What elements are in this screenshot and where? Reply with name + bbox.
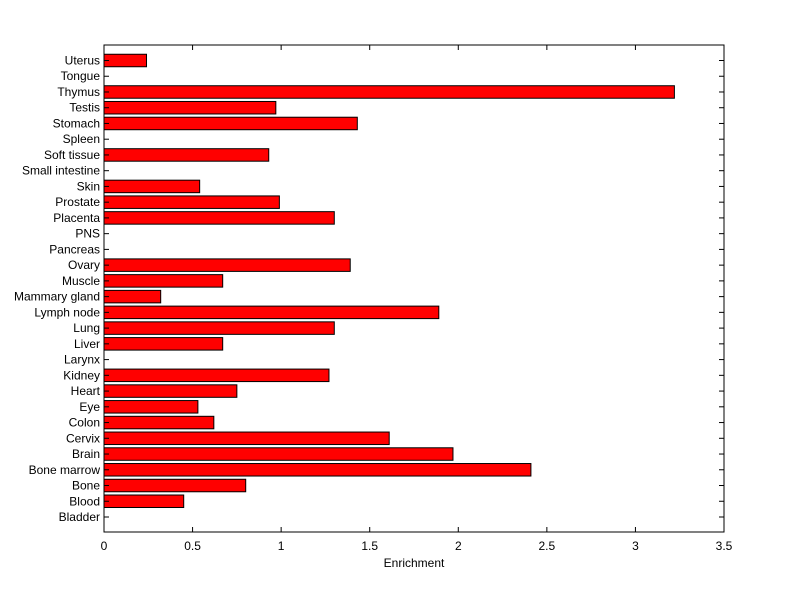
y-tick-label-uterus: Uterus [65,54,100,68]
bar-lymph-node [103,305,440,320]
y-tick-label-testis: Testis [69,101,100,115]
bar-bone [103,478,247,493]
bar-colon [103,415,215,430]
y-tick-label-skin: Skin [77,179,100,193]
x-tick-label: 1.5 [361,539,378,553]
bar-heart [103,384,238,398]
y-tick-label-bone-marrow: Bone marrow [29,463,101,477]
y-tick-label-muscle: Muscle [62,274,100,288]
y-tick-label-bone: Bone [72,479,100,493]
y-tick-label-placenta: Placenta [53,211,100,225]
x-tick-label: 0 [101,539,108,553]
y-tick-label-mammary-gland: Mammary gland [14,290,100,304]
x-tick-label: 2.5 [539,539,556,553]
bar-bone-marrow [103,463,532,477]
bar-eye [103,400,199,414]
bar-uterus [103,53,148,68]
y-tick-label-thymus: Thymus [57,85,100,99]
y-tick-label-blood: Blood [69,494,100,508]
y-tick-label-ovary: Ovary [68,258,100,272]
bar-testis [103,100,277,115]
y-tick-label-pns: PNS [75,227,100,241]
y-tick-label-colon: Colon [69,416,100,430]
y-tick-label-liver: Liver [74,337,100,351]
y-tick-label-eye: Eye [79,400,100,414]
bar-kidney [103,368,330,383]
y-tick-label-bladder: Bladder [59,510,100,524]
bar-mammary-gland [103,289,162,304]
y-tick-label-spleen: Spleen [63,132,100,146]
y-tick-label-lymph-node: Lymph node [34,305,100,319]
y-tick-label-brain: Brain [72,447,100,461]
bar-brain [103,447,454,461]
y-tick-label-kidney: Kidney [63,368,100,382]
bar-stomach [103,116,358,131]
x-tick-labels: 0 0.5 1 1.5 2 2.5 3 3.5 [101,539,733,553]
bar-soft-tissue [103,148,270,162]
bar-blood [103,494,185,509]
y-tick-label-small-intestine: Small intestine [22,164,100,178]
y-tick-label-prostate: Prostate [55,195,100,209]
bar-prostate [103,195,280,209]
y-tick-label-larynx: Larynx [64,353,100,367]
bar-cervix [103,431,390,446]
bar-lung [103,321,335,335]
x-tick-label: 0.5 [184,539,201,553]
bar-placenta [103,211,335,225]
axis-ticks [103,45,725,532]
x-tick-label: 3.5 [716,539,733,553]
y-tick-label-heart: Heart [71,384,101,398]
x-tick-label: 2 [455,539,462,553]
x-tick-label: 3 [632,539,639,553]
bar-ovary [103,258,351,272]
bar-liver [103,337,224,351]
bar-muscle [103,274,224,288]
y-tick-label-cervix: Cervix [66,431,100,445]
bar-skin [103,179,201,194]
y-tick-label-tongue: Tongue [61,69,101,83]
plot-frame [103,44,725,533]
x-tick-label: 1 [278,539,285,553]
bar-thymus [103,85,675,99]
x-axis-label: Enrichment [384,556,445,570]
y-tick-label-stomach: Stomach [53,116,100,130]
y-tick-label-soft-tissue: Soft tissue [44,148,100,162]
y-tick-label-lung: Lung [73,321,100,335]
y-tick-label-pancreas: Pancreas [49,242,100,256]
